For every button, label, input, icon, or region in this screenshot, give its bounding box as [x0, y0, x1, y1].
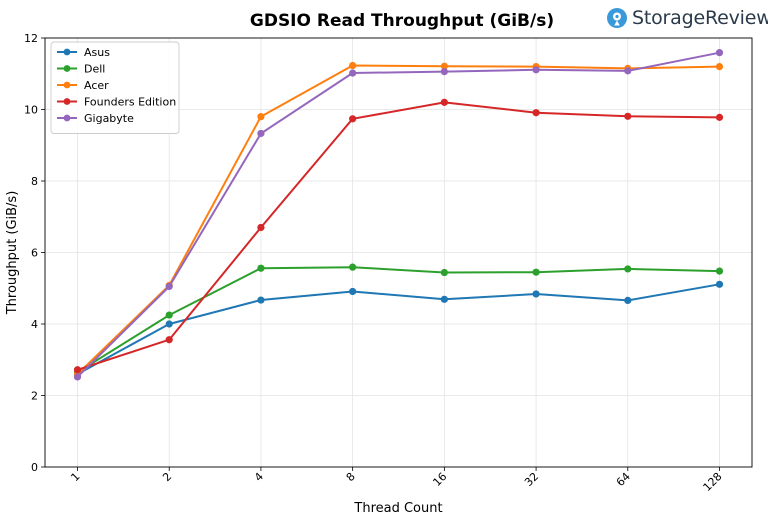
brand-name: StorageReview — [632, 7, 768, 29]
data-point — [532, 66, 540, 74]
legend-label: Founders Edition — [84, 96, 176, 109]
series-founders-edition — [73, 98, 724, 374]
data-point — [532, 268, 540, 276]
legend-swatch-marker — [63, 48, 71, 56]
data-point — [440, 295, 448, 303]
series-line — [76, 51, 720, 378]
x-tick-label: 4 — [252, 470, 266, 484]
data-point — [624, 112, 632, 120]
data-point — [440, 268, 448, 277]
x-tick-label: 8 — [344, 470, 358, 484]
brand-logo: StorageReview — [606, 6, 768, 30]
series-gigabyte — [73, 49, 724, 381]
data-point — [73, 366, 82, 374]
data-point — [165, 320, 173, 328]
data-point — [257, 264, 265, 272]
legend-item: Gigabyte — [57, 112, 134, 125]
data-point — [715, 280, 724, 288]
data-point — [349, 263, 357, 271]
x-axis-label: Thread Count — [353, 501, 442, 516]
data-point — [165, 336, 173, 344]
legend: Asus Dell Acer Founders Edition Gigabyte — [50, 41, 180, 134]
y-tick-label: 4 — [31, 318, 38, 331]
x-tick-label: 32 — [522, 470, 541, 489]
data-point — [73, 373, 82, 381]
legend-item: Dell — [57, 63, 105, 76]
x-tick-label: 16 — [430, 470, 449, 489]
data-point — [715, 49, 724, 57]
data-point — [349, 115, 357, 123]
legend-item: Founders Edition — [57, 96, 176, 109]
legend-label: Dell — [84, 63, 105, 76]
series-line — [76, 266, 720, 374]
legend-label: Asus — [84, 46, 110, 59]
chart-title: GDSIO Read Throughput (GiB/s) — [250, 11, 554, 31]
series-line — [77, 283, 720, 375]
y-tick-label: 12 — [24, 32, 38, 45]
x-tick-label: 128 — [701, 470, 725, 494]
data-point — [624, 265, 632, 273]
legend-box — [50, 41, 180, 134]
data-point — [624, 67, 632, 75]
y-tick-label: 2 — [31, 390, 38, 403]
series-line — [77, 101, 720, 371]
y-tick-label: 10 — [24, 104, 38, 117]
data-point — [165, 282, 173, 291]
x-tick-label: 2 — [160, 470, 174, 484]
x-tick-label: 64 — [614, 470, 633, 489]
y-tick-label: 0 — [31, 461, 38, 474]
legend-item: Asus — [57, 46, 110, 59]
data-point — [624, 296, 632, 305]
series-layer — [73, 49, 724, 381]
data-point — [257, 129, 265, 138]
data-point — [715, 63, 724, 71]
series-asus — [73, 280, 724, 378]
storagereview-logo-icon — [607, 8, 627, 28]
data-point — [715, 267, 724, 275]
data-point — [532, 109, 540, 117]
data-point — [440, 98, 448, 106]
data-point — [715, 113, 724, 121]
y-axis-label: Throughput (GiB/s) — [5, 191, 20, 316]
data-point — [165, 311, 173, 319]
x-tick-label: 1 — [68, 470, 82, 484]
y-tick-label: 6 — [31, 247, 38, 260]
legend-swatch-marker — [63, 114, 71, 122]
series-line — [76, 64, 720, 375]
data-point — [349, 287, 357, 296]
legend-label: Gigabyte — [84, 112, 134, 125]
data-point — [257, 223, 265, 232]
data-point — [349, 69, 357, 77]
data-point — [440, 68, 448, 76]
data-point — [257, 296, 265, 304]
data-point — [532, 290, 540, 298]
legend-label: Acer — [84, 79, 109, 92]
legend-swatch-marker — [63, 98, 71, 105]
data-point — [349, 61, 357, 70]
y-tick-label: 8 — [31, 175, 38, 188]
legend-swatch-marker — [63, 81, 71, 89]
legend-item: Acer — [57, 79, 109, 92]
legend-swatch-marker — [63, 65, 71, 72]
data-point — [440, 62, 448, 70]
data-point — [257, 113, 265, 121]
